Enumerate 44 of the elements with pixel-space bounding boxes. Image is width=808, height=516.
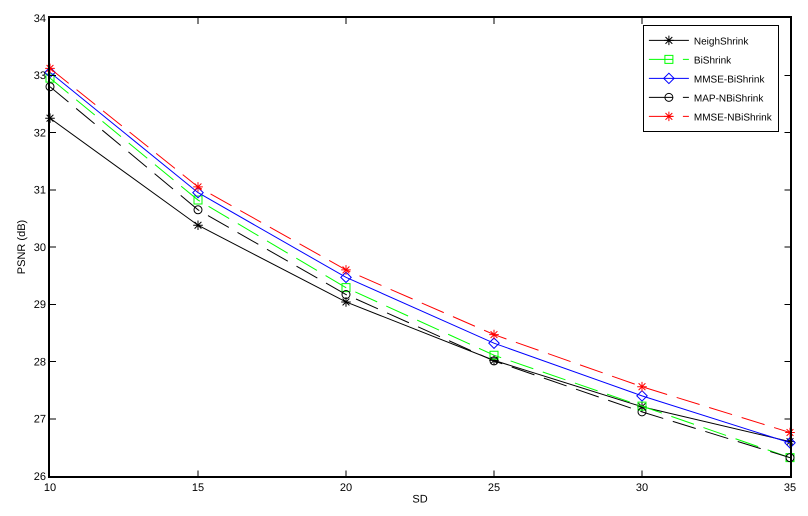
point: [488, 329, 500, 340]
point: [340, 264, 352, 276]
point: [44, 112, 56, 124]
point: [342, 290, 350, 300]
point: [636, 390, 648, 402]
point: [342, 283, 350, 292]
y-tick-label: 33: [34, 70, 46, 82]
y-tick-label: 34: [34, 12, 46, 25]
x-tick-label: 35: [784, 482, 796, 494]
legend-label: MAP-NBiShrink: [694, 93, 764, 104]
y-tick-label: 32: [34, 127, 46, 140]
point: [44, 63, 56, 74]
legend-label: MMSE-BiShrink: [694, 74, 766, 86]
y-axis-title: PSNR (dB): [16, 220, 28, 274]
y-tick-label: 31: [34, 184, 46, 197]
x-tick-label: 15: [192, 482, 204, 494]
x-tick-label: 20: [340, 482, 352, 494]
legend-label: BiShrink: [694, 55, 732, 66]
point: [488, 337, 500, 349]
y-tick-label: 26: [34, 470, 46, 483]
point: [638, 407, 646, 416]
point: [192, 186, 204, 198]
point: [194, 205, 202, 214]
x-tick-label: 25: [488, 482, 500, 494]
y-tick-label: 29: [34, 299, 46, 312]
legend-label: MMSE-NBiShrink: [694, 112, 773, 124]
legend-label: NeighShrink: [694, 36, 750, 48]
x-axis-title: SD: [412, 494, 428, 506]
point: [46, 82, 54, 92]
point: [192, 220, 204, 231]
y-tick-label: 27: [34, 414, 46, 426]
point: [46, 74, 54, 83]
point: [490, 350, 498, 360]
point: [44, 66, 56, 78]
point: [340, 272, 352, 284]
point: [636, 381, 648, 392]
y-tick-label: 30: [34, 242, 46, 254]
point: [194, 196, 202, 205]
point: [784, 427, 796, 438]
x-tick-label: 30: [636, 482, 648, 494]
point: [192, 182, 204, 192]
y-tick-label: 28: [34, 356, 46, 368]
point: [340, 296, 352, 308]
x-tick-label: 10: [44, 482, 56, 494]
